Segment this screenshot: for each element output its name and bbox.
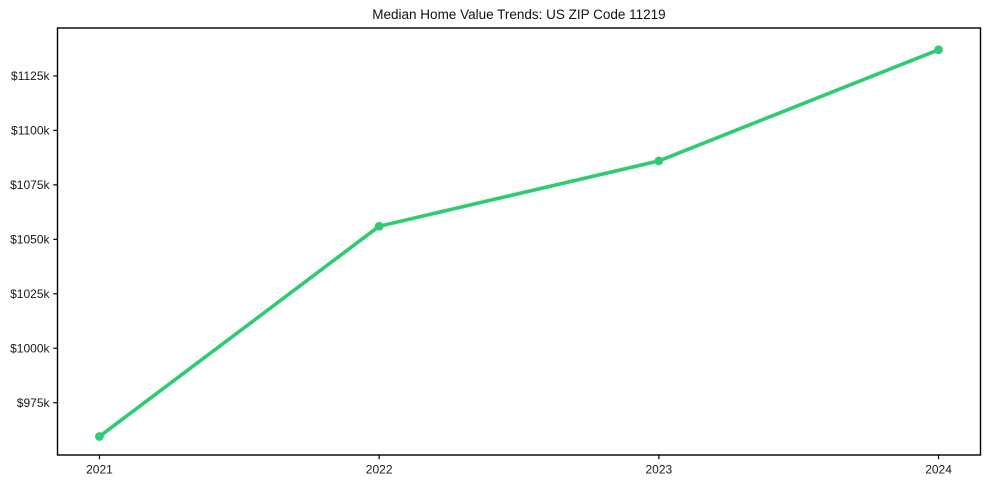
x-tick-label: 2023 bbox=[645, 463, 672, 477]
x-tick-label: 2022 bbox=[366, 463, 393, 477]
x-tick-label: 2024 bbox=[925, 463, 952, 477]
y-tick-label: $1125k bbox=[11, 69, 50, 83]
data-point-marker bbox=[95, 432, 104, 441]
x-tick-label: 2021 bbox=[86, 463, 113, 477]
axes-box bbox=[56, 27, 982, 456]
data-point-marker bbox=[654, 156, 664, 166]
chart-title: Median Home Value Trends: US ZIP Code 11… bbox=[372, 7, 666, 22]
y-tick-label: $1075k bbox=[10, 178, 50, 192]
data-point-marker bbox=[934, 45, 943, 55]
y-tick-label: $975k bbox=[17, 396, 51, 410]
y-tick-label: $1025k bbox=[10, 287, 50, 301]
y-tick-label: $1000k bbox=[10, 341, 50, 355]
data-point-marker bbox=[374, 221, 384, 231]
data-line bbox=[97, 47, 941, 439]
y-tick-label: $1050k bbox=[10, 233, 50, 247]
y-tick-label: $1100k bbox=[11, 124, 50, 138]
